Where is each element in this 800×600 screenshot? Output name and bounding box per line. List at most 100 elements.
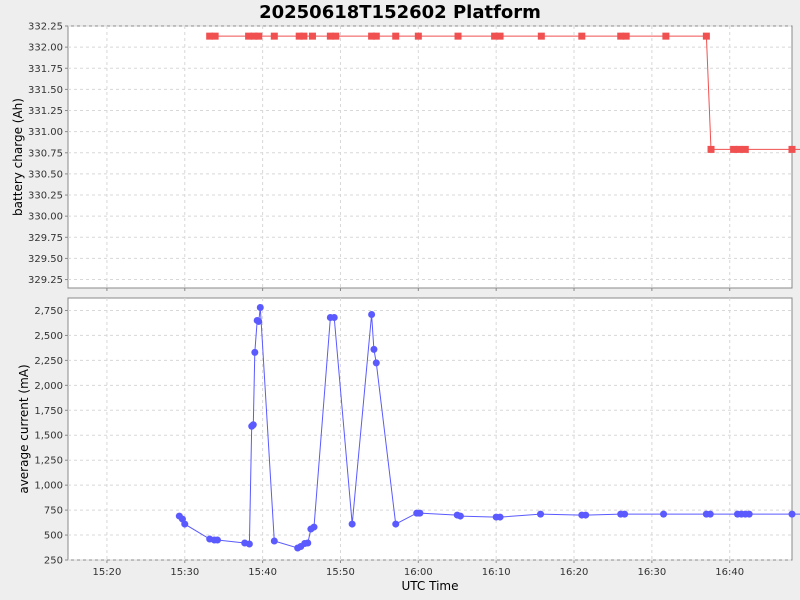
data-point	[414, 32, 422, 40]
data-point	[706, 510, 714, 518]
data-point	[788, 145, 796, 153]
data-point	[392, 520, 400, 528]
y-tick-label: 332.00	[28, 43, 63, 54]
data-point	[211, 32, 219, 40]
data-point	[368, 32, 376, 40]
y-tick-label: 329.75	[28, 233, 63, 244]
data-point	[416, 509, 424, 517]
y-tick-label: 2,250	[34, 356, 63, 367]
data-point	[249, 421, 257, 429]
y-axis-label: average current (mA)	[17, 364, 31, 493]
y-tick-label: 330.50	[28, 169, 63, 180]
data-point	[617, 32, 625, 40]
series-line	[178, 307, 800, 549]
data-point	[213, 536, 221, 544]
data-point	[330, 313, 338, 321]
data-point	[326, 32, 334, 40]
y-tick-label: 1,000	[34, 481, 63, 492]
data-point	[250, 32, 258, 40]
data-point	[256, 303, 264, 311]
y-tick-label: 329.50	[28, 254, 63, 265]
data-point	[621, 510, 629, 518]
data-point	[454, 32, 462, 40]
data-point	[622, 32, 630, 40]
data-point	[496, 32, 504, 40]
x-tick-label: 16:00	[404, 567, 433, 578]
data-point	[206, 32, 214, 40]
plot-panel-2: 15:20 15:30 15:40 15:50 16:00 16:10 16:20 16:30…	[17, 297, 800, 578]
y-tick-label: 1,250	[34, 456, 63, 467]
x-tick-label: 15:40	[248, 567, 277, 578]
data-point	[707, 145, 715, 153]
y-axis-label: battery charge (Ah)	[11, 98, 25, 216]
data-point	[741, 145, 749, 153]
y-tick-label: 330.75	[28, 148, 63, 159]
x-tick-label: 15:20	[93, 567, 122, 578]
y-tick-label: 2,500	[34, 331, 63, 342]
data-point	[702, 32, 710, 40]
y-tick-label: 750	[44, 506, 63, 517]
data-point	[270, 32, 278, 40]
plots-layer: 332.25 332.00 331.75 331.50 331.25 331.00 330.…	[11, 22, 800, 578]
data-point	[537, 510, 545, 518]
y-tick-label: 250	[44, 556, 63, 567]
data-point	[245, 32, 253, 40]
x-tick-label: 15:50	[326, 567, 355, 578]
x-tick-label: 16:20	[560, 567, 589, 578]
data-point	[730, 145, 738, 153]
y-tick-label: 331.75	[28, 64, 63, 75]
data-point	[295, 32, 303, 40]
data-point	[348, 520, 356, 528]
y-tick-label: 1,500	[34, 431, 63, 442]
data-point	[245, 540, 253, 548]
data-point	[181, 520, 189, 528]
x-axis-label: UTC Time	[402, 579, 459, 593]
data-point	[251, 348, 259, 356]
data-point	[735, 145, 743, 153]
plot-background	[67, 25, 793, 289]
x-tick-label: 16:40	[715, 567, 744, 578]
chart-title: 20250618T152602 Platform	[259, 2, 541, 23]
data-point	[270, 537, 278, 545]
data-point	[660, 510, 668, 518]
data-point	[456, 512, 464, 520]
data-point	[255, 32, 263, 40]
x-tick-label: 15:30	[170, 567, 199, 578]
y-tick-label: 331.50	[28, 85, 63, 96]
data-point	[310, 523, 318, 531]
y-tick-label: 331.25	[28, 106, 63, 117]
y-tick-label: 500	[44, 531, 63, 542]
data-point	[788, 510, 796, 518]
data-point	[662, 32, 670, 40]
data-point	[496, 513, 504, 521]
data-point	[370, 345, 378, 353]
data-point	[300, 32, 308, 40]
y-tick-label: 330.00	[28, 212, 63, 223]
y-tick-label: 1,750	[34, 406, 63, 417]
y-tick-label: 2,750	[34, 306, 63, 317]
data-point	[372, 359, 380, 367]
data-point	[745, 510, 753, 518]
data-point	[491, 32, 499, 40]
data-point	[308, 32, 316, 40]
data-point	[578, 32, 586, 40]
data-point	[392, 32, 400, 40]
plot-panel-1: 332.25 332.00 331.75 331.50 331.25 331.00 330.…	[11, 22, 800, 291]
data-point	[582, 511, 590, 519]
plot-background	[67, 297, 793, 561]
data-point	[372, 32, 380, 40]
data-point	[332, 32, 340, 40]
x-tick-label: 16:10	[482, 567, 511, 578]
y-tick-label: 331.00	[28, 127, 63, 138]
y-tick-label: 2,000	[34, 381, 63, 392]
data-point	[537, 32, 545, 40]
data-point	[255, 317, 263, 325]
y-tick-label: 330.25	[28, 191, 63, 202]
y-tick-label: 329.25	[28, 275, 63, 286]
x-tick-label: 16:30	[637, 567, 666, 578]
data-point	[304, 539, 312, 547]
y-tick-label: 332.25	[28, 22, 63, 33]
data-point	[368, 310, 376, 318]
